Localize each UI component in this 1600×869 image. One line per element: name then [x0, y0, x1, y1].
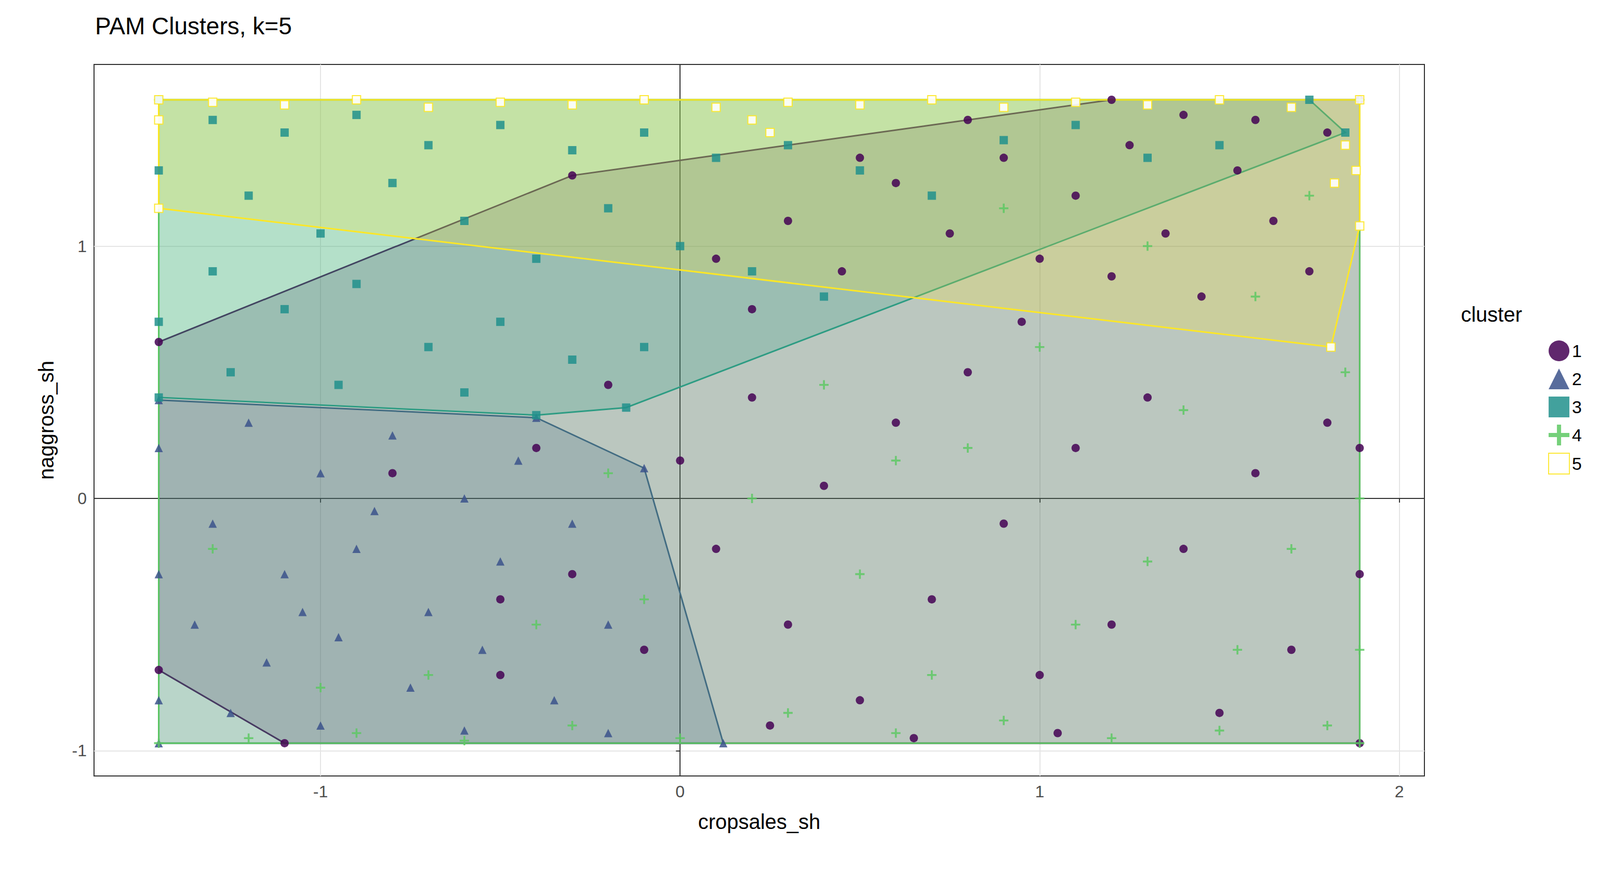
svg-text:1: 1	[77, 236, 87, 256]
svg-text:-1: -1	[72, 740, 87, 760]
svg-text:0: 0	[675, 781, 685, 801]
svg-text:2: 2	[1571, 368, 1582, 389]
svg-text:0: 0	[77, 488, 87, 508]
svg-text:-1: -1	[313, 781, 328, 801]
svg-text:1: 1	[1571, 340, 1582, 361]
svg-text:PAM Clusters, k=5: PAM Clusters, k=5	[95, 12, 292, 40]
svg-text:2: 2	[1394, 781, 1405, 801]
svg-text:naggross_sh: naggross_sh	[34, 360, 58, 480]
svg-text:3: 3	[1571, 396, 1582, 417]
svg-text:1: 1	[1034, 781, 1045, 801]
svg-text:cropsales_sh: cropsales_sh	[698, 809, 821, 833]
svg-text:5: 5	[1571, 453, 1582, 474]
svg-text:4: 4	[1571, 424, 1582, 445]
svg-text:cluster: cluster	[1460, 302, 1523, 326]
